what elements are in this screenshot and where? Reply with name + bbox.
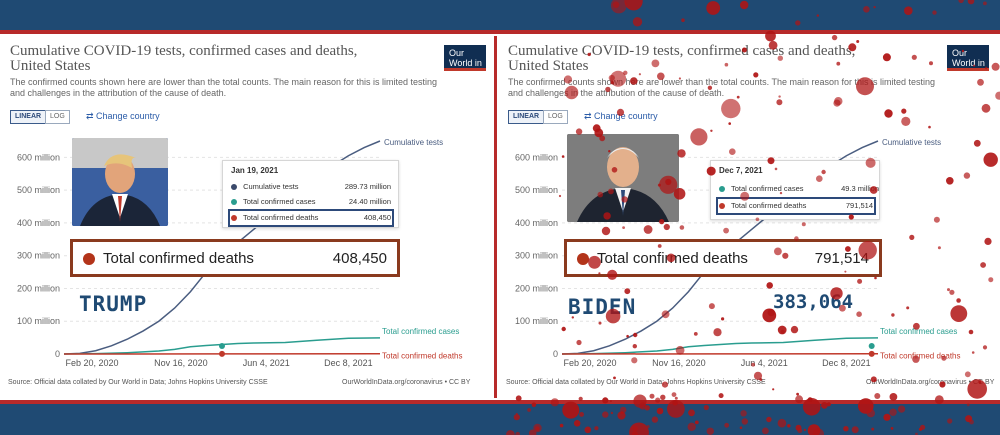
tooltip-label: Total confirmed deaths: [730, 201, 807, 210]
y-tick-label: 200 million: [17, 283, 60, 293]
y-tick-label: 400 million: [17, 218, 60, 228]
y-tick-label: 200 million: [515, 283, 558, 293]
x-tick-label: Nov 16, 2020: [652, 358, 706, 368]
series-line: [63, 337, 381, 355]
y-tick-label: 600 million: [515, 152, 558, 162]
death-difference: 383,064: [773, 291, 854, 313]
callout-value: 791,514: [814, 250, 869, 267]
hover-marker: [868, 350, 875, 357]
y-tick-label: 0: [553, 349, 558, 359]
y-tick-label: 100 million: [515, 316, 558, 326]
tooltip: Dec 7, 2021 Total confirmed cases 49.3 m…: [710, 160, 880, 220]
legend-dot-icon: [719, 186, 725, 193]
legend-dot-icon: [231, 199, 237, 206]
series-label: Total confirmed deaths: [880, 352, 961, 361]
bottom-stripe: [0, 400, 1000, 404]
x-tick-label: Nov 16, 2020: [154, 358, 208, 368]
y-tick-label: 400 million: [515, 218, 558, 228]
tooltip-label: Total confirmed deaths: [242, 213, 319, 222]
chart-subtitle: The confirmed counts shown here are lowe…: [10, 77, 438, 98]
y-tick-label: 300 million: [515, 251, 558, 261]
y-tick-label: 100 million: [17, 316, 60, 326]
hover-marker: [868, 343, 875, 350]
president-name: BIDEN: [568, 295, 637, 319]
tooltip-row-cases: Total confirmed cases 49.3 million: [719, 183, 879, 195]
series-label: Total confirmed cases: [382, 327, 459, 336]
tooltip-row-cases: Total confirmed cases 24.40 million: [231, 196, 391, 208]
hover-marker: [219, 343, 225, 350]
deaths-dot-icon: [577, 253, 589, 265]
x-tick-label: Dec 8, 2021: [324, 358, 373, 368]
deaths-dot-icon: [83, 253, 95, 265]
legend-dot-icon: [719, 203, 725, 210]
series-label: Total confirmed deaths: [382, 352, 463, 361]
bottom-band: [0, 400, 1000, 435]
y-tick-label: 0: [55, 349, 60, 359]
tooltip-value: 289.73 million: [344, 182, 391, 191]
tooltip-label: Cumulative tests: [243, 182, 299, 191]
series-line: [561, 337, 879, 355]
linear-button[interactable]: LINEAR: [10, 110, 47, 124]
series-label: Cumulative tests: [384, 138, 443, 147]
owid-logo: Our World in Data: [947, 45, 989, 78]
tooltip-row-tests: Cumulative tests 289.73 million: [231, 181, 391, 193]
callout-value: 408,450: [332, 250, 387, 267]
hover-marker: [219, 350, 225, 357]
linear-button[interactable]: LINEAR: [508, 110, 545, 124]
x-tick-label: Dec 8, 2021: [822, 358, 871, 368]
x-tick-label: Feb 20, 2020: [65, 358, 118, 368]
chart-title: Cumulative COVID-19 tests, confirmed cas…: [10, 43, 358, 74]
series-label: Cumulative tests: [882, 138, 941, 147]
owid-logo: Our World in Data: [444, 45, 486, 78]
x-tick-label: Jun 4, 2021: [741, 358, 788, 368]
tooltip-row-deaths: Total confirmed deaths 791,514: [716, 197, 876, 215]
y-tick-label: 500 million: [515, 185, 558, 195]
panel-biden: 0 100 million 200 million 300 million 400 mi…: [500, 36, 998, 398]
trump-photo: [72, 138, 168, 226]
change-country-link[interactable]: ⇄ Change country: [584, 111, 658, 121]
panel-trump: 0 100 million 200 million 300 million 400 mi…: [2, 36, 497, 398]
chart-subtitle: The confirmed counts shown here are lowe…: [508, 77, 936, 98]
legend-dot-icon: [231, 184, 237, 191]
change-country-link[interactable]: ⇄ Change country: [86, 111, 160, 121]
log-button[interactable]: LOG: [543, 110, 568, 124]
x-tick-label: Jun 4, 2021: [243, 358, 290, 368]
tooltip-row-deaths: Total confirmed deaths 408,450: [228, 209, 394, 227]
y-tick-label: 500 million: [17, 185, 60, 195]
tooltip-label: Total confirmed cases: [242, 197, 316, 206]
top-band: [0, 0, 1000, 34]
tooltip-value: 408,450: [363, 213, 391, 222]
tooltip: Jan 19, 2021 Cumulative tests 289.73 mil…: [222, 160, 399, 228]
x-tick-label: Feb 20, 2020: [563, 358, 616, 368]
log-button[interactable]: LOG: [45, 110, 70, 124]
president-name: TRUMP: [79, 292, 148, 316]
legend-dot-icon: [231, 215, 237, 222]
deaths-callout: Total confirmed deaths 408,450: [70, 239, 400, 277]
tooltip-label: Total confirmed cases: [730, 184, 804, 193]
tooltip-date: Dec 7, 2021: [719, 166, 763, 175]
tooltip-value: 24.40 million: [348, 197, 391, 206]
callout-label: Total confirmed deaths: [597, 250, 748, 267]
credit-link[interactable]: OurWorldInData.org/coronavirus • CC BY: [866, 379, 995, 386]
series-label: Total confirmed cases: [880, 327, 957, 336]
tooltip-value: 49.3 million: [841, 184, 879, 193]
top-stripe: [0, 30, 1000, 34]
tooltip-value: 791,514: [845, 201, 873, 210]
y-tick-label: 300 million: [17, 251, 60, 261]
source-note: Source: Official data collated by Our Wo…: [8, 379, 268, 386]
source-note: Source: Official data collated by Our Wo…: [506, 379, 766, 386]
biden-photo: [567, 134, 679, 222]
credit-link[interactable]: OurWorldInData.org/coronavirus • CC BY: [342, 379, 471, 386]
callout-label: Total confirmed deaths: [103, 250, 254, 267]
chart-title: Cumulative COVID-19 tests, confirmed cas…: [508, 43, 856, 74]
tooltip-date: Jan 19, 2021: [231, 166, 279, 175]
deaths-callout: Total confirmed deaths 791,514: [564, 239, 882, 277]
y-tick-label: 600 million: [17, 152, 60, 162]
